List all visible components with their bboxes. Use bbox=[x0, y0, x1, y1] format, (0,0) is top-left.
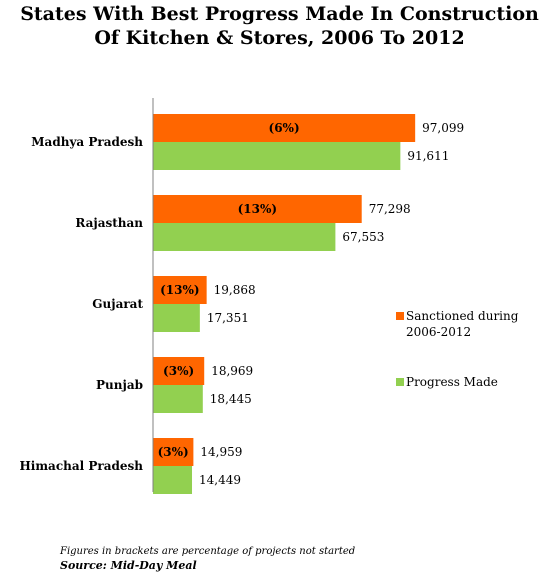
bar-sanctioned bbox=[153, 357, 205, 385]
bar-percent-label: (3%) bbox=[163, 364, 194, 378]
category-label: Gujarat bbox=[92, 297, 143, 311]
bar-sanctioned bbox=[153, 195, 362, 223]
bar-progress bbox=[153, 385, 203, 413]
category-label: Himachal Pradesh bbox=[19, 459, 143, 473]
data-label: 67,553 bbox=[342, 230, 384, 244]
data-label: 17,351 bbox=[207, 311, 249, 325]
data-label: 19,868 bbox=[214, 283, 256, 297]
data-label: 18,969 bbox=[211, 364, 253, 378]
bar-percent-label: (6%) bbox=[269, 121, 300, 135]
source-note: Source: Mid-Day Meal bbox=[60, 559, 197, 572]
data-label: 97,099 bbox=[422, 121, 464, 135]
category-label: Punjab bbox=[96, 378, 143, 392]
legend-label: 2006-2012 bbox=[406, 325, 471, 339]
footnote: Figures in brackets are percentage of pr… bbox=[60, 546, 356, 557]
data-label: 14,449 bbox=[199, 473, 241, 487]
category-label: Madhya Pradesh bbox=[31, 135, 143, 149]
bar-percent-label: (13%) bbox=[160, 283, 199, 297]
data-label: 14,959 bbox=[200, 445, 242, 459]
data-label: 91,611 bbox=[407, 149, 449, 163]
bar-progress bbox=[153, 142, 401, 170]
bar-percent-label: (13%) bbox=[238, 202, 277, 216]
legend-label: Progress Made bbox=[406, 375, 498, 389]
bar-progress bbox=[153, 304, 200, 332]
bar-percent-label: (3%) bbox=[158, 445, 189, 459]
data-label: 77,298 bbox=[369, 202, 411, 216]
category-label: Rajasthan bbox=[75, 216, 143, 230]
bar-progress bbox=[153, 223, 336, 251]
legend-swatch-sanctioned bbox=[396, 312, 404, 320]
chart-title-line-1: States With Best Progress Made In Constr… bbox=[20, 3, 539, 25]
chart-title-line-2: Of Kitchen & Stores, 2006 To 2012 bbox=[94, 27, 465, 49]
legend-swatch-progress bbox=[396, 378, 404, 386]
bar-sanctioned bbox=[153, 276, 207, 304]
data-label: 18,445 bbox=[210, 392, 252, 406]
bar-sanctioned bbox=[153, 114, 416, 142]
chart-title: States With Best Progress Made In Constr… bbox=[0, 2, 559, 50]
bar-sanctioned bbox=[153, 438, 194, 466]
bar-progress bbox=[153, 466, 193, 494]
legend-label: Sanctioned during bbox=[406, 309, 519, 323]
